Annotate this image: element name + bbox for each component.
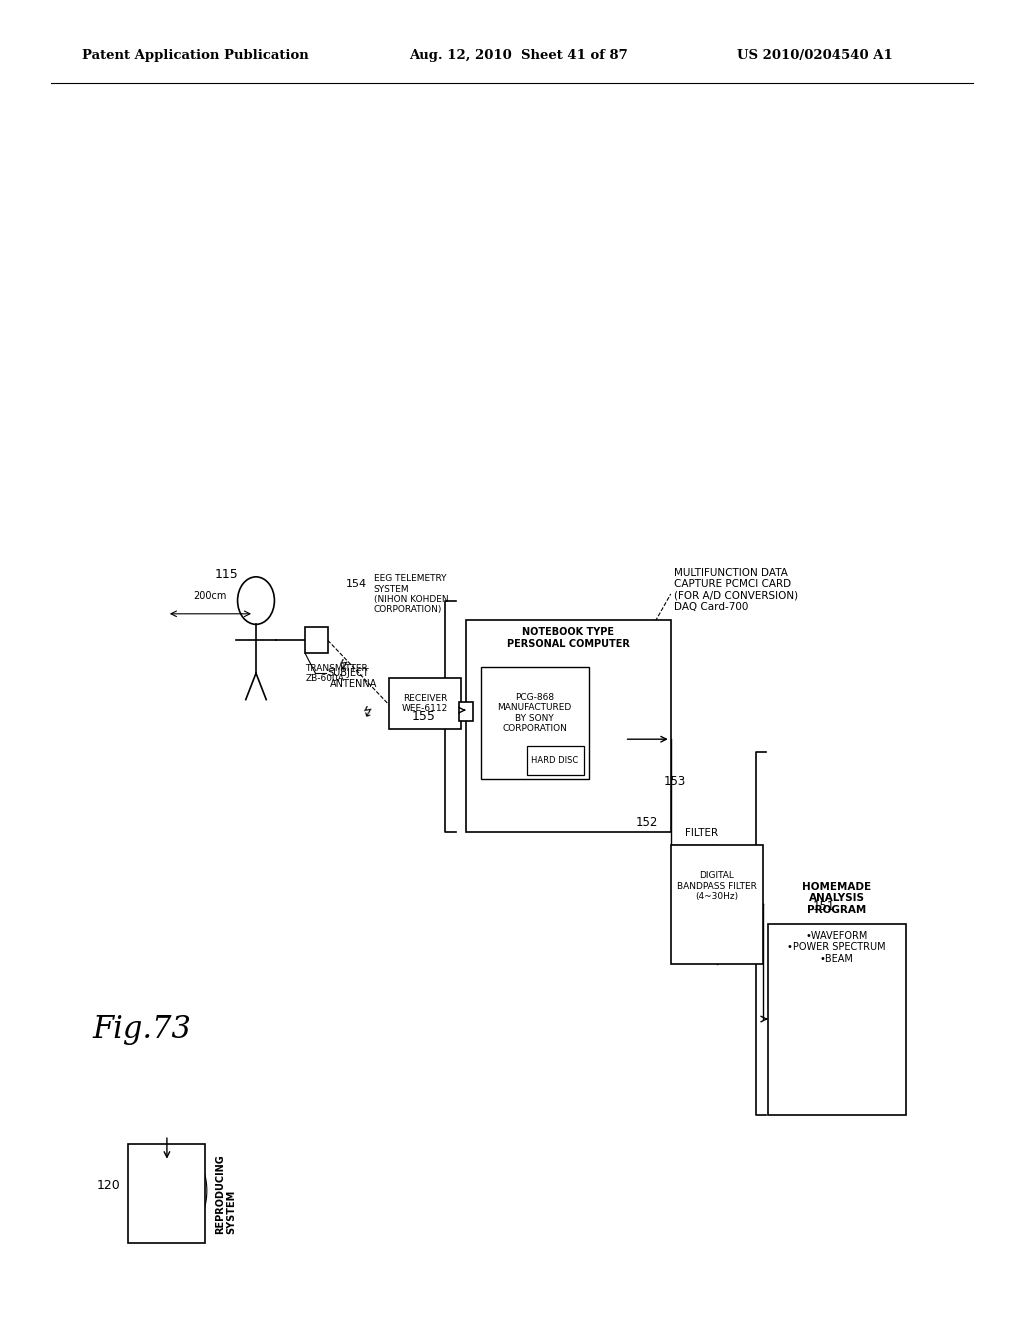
Text: 154: 154 xyxy=(345,579,367,590)
Text: ↯: ↯ xyxy=(358,705,375,721)
Text: US 2010/0204540 A1: US 2010/0204540 A1 xyxy=(737,49,893,62)
Text: TRANSMITTER
ZB-600A: TRANSMITTER ZB-600A xyxy=(305,664,368,684)
Bar xyxy=(527,746,584,775)
Bar xyxy=(459,702,473,721)
Text: NOTEBOOK TYPE
PERSONAL COMPUTER: NOTEBOOK TYPE PERSONAL COMPUTER xyxy=(507,627,630,648)
Text: MULTIFUNCTION DATA
CAPTURE PCMCI CARD
(FOR A/D CONVERSION)
DAQ Card-700: MULTIFUNCTION DATA CAPTURE PCMCI CARD (F… xyxy=(674,568,798,612)
Text: FILTER: FILTER xyxy=(685,828,718,838)
Bar xyxy=(128,1144,205,1243)
Text: Patent Application Publication: Patent Application Publication xyxy=(82,49,308,62)
Text: 120: 120 xyxy=(97,1179,121,1192)
Text: RECEIVER
WEE-6112: RECEIVER WEE-6112 xyxy=(401,694,449,713)
Bar xyxy=(466,620,671,832)
Bar xyxy=(768,924,906,1115)
Bar xyxy=(305,627,328,653)
Text: 155: 155 xyxy=(412,710,435,723)
Text: EEG TELEMETRY
SYSTEM
(NIHON KOHDEN
CORPORATION): EEG TELEMETRY SYSTEM (NIHON KOHDEN CORPO… xyxy=(374,574,449,614)
Text: 151: 151 xyxy=(812,900,835,913)
Text: DIGITAL
BANDPASS FILTER
(4~30Hz): DIGITAL BANDPASS FILTER (4~30Hz) xyxy=(677,871,757,902)
Text: •WAVEFORM
•POWER SPECTRUM
•BEAM: •WAVEFORM •POWER SPECTRUM •BEAM xyxy=(787,931,886,964)
Text: Aug. 12, 2010  Sheet 41 of 87: Aug. 12, 2010 Sheet 41 of 87 xyxy=(410,49,629,62)
Text: HOMEMADE
ANALYSIS
PROGRAM: HOMEMADE ANALYSIS PROGRAM xyxy=(802,882,871,915)
Text: 115: 115 xyxy=(215,568,239,581)
Bar xyxy=(389,678,461,729)
Text: ↯: ↯ xyxy=(335,659,351,675)
Text: REPRODUCING
SYSTEM: REPRODUCING SYSTEM xyxy=(215,1154,237,1234)
Text: PCG-868
MANUFACTURED
BY SONY
CORPORATION: PCG-868 MANUFACTURED BY SONY CORPORATION xyxy=(498,693,571,733)
Bar xyxy=(671,845,763,964)
Text: 152: 152 xyxy=(636,816,658,829)
Bar xyxy=(481,667,589,779)
Text: SUBJECT: SUBJECT xyxy=(328,668,370,678)
Text: 153: 153 xyxy=(664,775,686,788)
Text: 200cm: 200cm xyxy=(194,590,226,601)
Text: Fig.73: Fig.73 xyxy=(92,1014,191,1045)
Text: HARD DISC: HARD DISC xyxy=(531,756,579,764)
Text: ANTENNA: ANTENNA xyxy=(330,678,377,689)
